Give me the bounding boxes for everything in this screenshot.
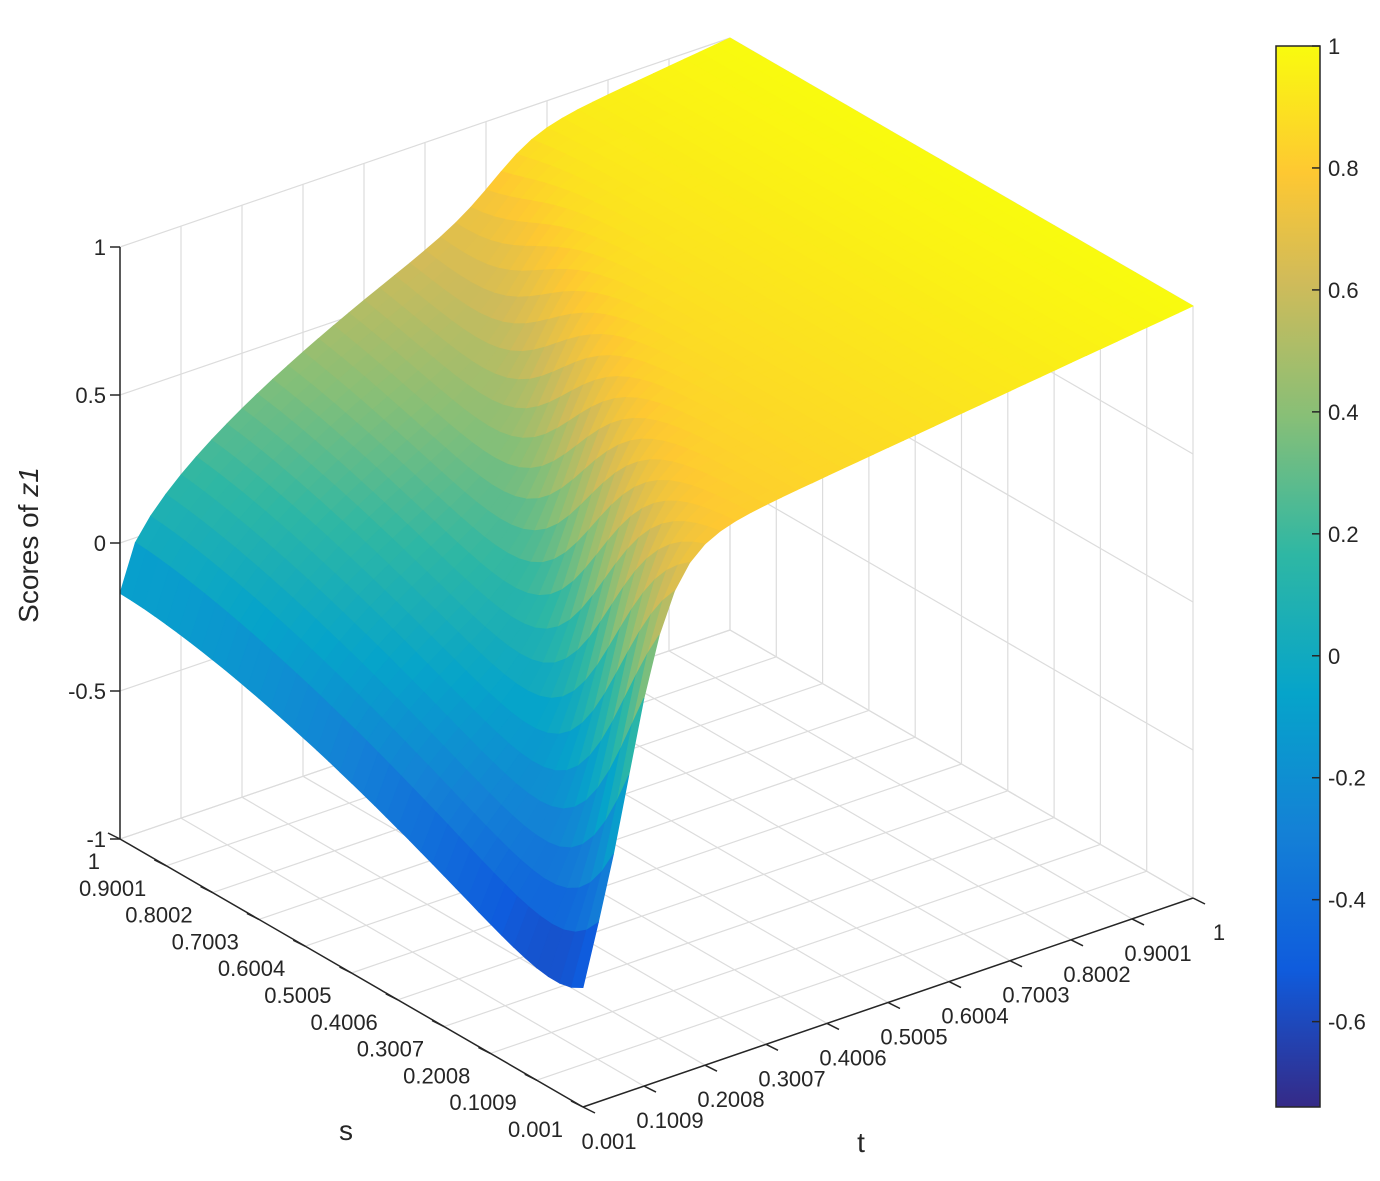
floor-grid-line [490,843,1101,1054]
s-tick-mark [524,1073,538,1081]
colorbar-tick-label: 0.8 [1328,156,1359,181]
s-tick-label: 0.7003 [172,929,239,954]
s-tick-label: 0.3007 [357,1037,424,1062]
t-tick-label: 0.8002 [1063,962,1130,987]
wall-grid-line [729,629,1194,899]
t-tick-label: 0.9001 [1124,941,1191,966]
z-tick-label: 1 [94,235,106,260]
colorbar-tick-label: -0.4 [1328,888,1366,913]
axes: -1-0.500.510.0010.10090.20080.30070.4006… [68,235,1225,1154]
s-tick-mark [246,912,260,921]
colorbar-tick-label: 0.2 [1328,522,1359,547]
t-tick-label: 1 [1213,920,1225,945]
colorbar-tick-label: 1 [1328,34,1340,59]
surface-patch [570,921,599,989]
t-tick-mark [1192,897,1206,905]
s-tick-label: 0.4006 [311,1010,378,1035]
t-tick-mark [582,1106,596,1114]
colorbar: 1 0.8 0.6 0.4 0.2 0 -0.2 -0.4 -0.6 [1275,34,1366,1108]
t-tick-label: 0.1009 [636,1108,703,1133]
z-tick-label: -1 [86,827,106,852]
floor-grid-line [443,817,1055,1028]
t-tick-label: 0.4006 [819,1045,886,1070]
floor-grid-line [668,650,1133,920]
s-tick-mark [570,1100,584,1108]
s-tick-mark [478,1046,491,1055]
wall-grid-line [119,37,731,248]
colorbar-tick-label: 0 [1328,644,1340,669]
t-tick-label: 0.6004 [941,1004,1008,1029]
z-axis-label: Scores of z1 [13,467,44,623]
colorbar-gradient [1275,45,1321,1108]
z-tick-label: 0.5 [75,383,106,408]
s-tick-mark [153,859,167,867]
s-tick-label: 0.5005 [264,983,331,1008]
t-tick-label: 0.3007 [758,1066,825,1091]
t-tick-mark [1070,939,1084,947]
colorbar-tick-label: 0.6 [1328,278,1359,303]
z-tick-label: -0.5 [68,679,106,704]
t-tick-mark [704,1064,718,1072]
s-tick-label: 0.001 [508,1117,563,1142]
s-tick-label: 0.9001 [79,876,146,901]
s-tick-mark [431,1019,445,1028]
s-tick-mark [200,885,213,894]
t-tick-label: 0.5005 [880,1025,947,1050]
s-tick-mark [292,939,306,947]
colorbar-tick-label: 0.4 [1328,400,1359,425]
s-tick-label: 0.6004 [218,956,285,981]
t-tick-mark [1009,960,1023,968]
t-axis-label: t [857,1127,865,1158]
s-tick-label: 1 [88,849,100,874]
t-tick-mark [826,1022,840,1031]
s-tick-label: 0.2008 [403,1063,470,1088]
s-tick-label: 0.8002 [125,903,192,928]
s-tick-mark [107,832,121,840]
z-tick-label: 0 [94,531,106,556]
t-tick-mark [887,1001,901,1010]
t-tick-mark [765,1043,779,1051]
colorbar-tick-label: -0.2 [1328,766,1366,791]
t-tick-mark [643,1085,657,1093]
t-tick-label: 0.7003 [1002,983,1069,1008]
t-tick-mark [1131,918,1145,926]
wall-grid-line [729,481,1194,751]
surface [119,37,1194,989]
s-tick-label: 0.1009 [449,1090,516,1115]
s-tick-mark [385,993,399,1001]
s-tick-mark [339,966,352,974]
s-axis-label: s [339,1115,353,1146]
floor-grid-line [397,790,1008,1001]
floor-grid-line [536,870,1147,1081]
floor-grid-line [607,671,1072,941]
colorbar-tick-label: -0.6 [1328,1010,1366,1035]
t-tick-label: 0.2008 [697,1087,764,1112]
t-tick-mark [948,980,962,989]
t-tick-label: 0.001 [581,1129,636,1154]
colorbar-ticks: 1 0.8 0.6 0.4 0.2 0 -0.2 -0.4 -0.6 [1312,34,1366,1035]
